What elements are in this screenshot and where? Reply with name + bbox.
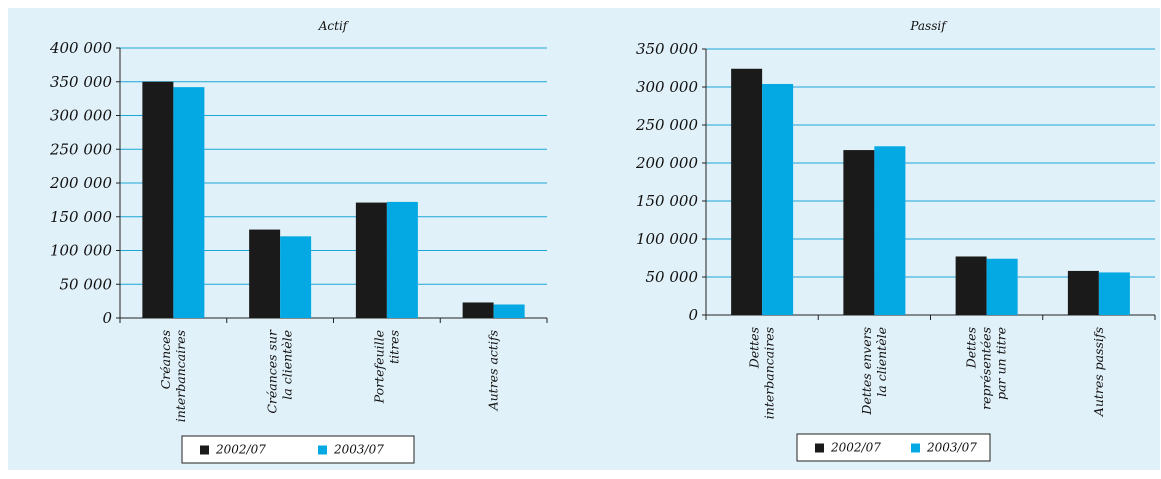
y-tick-label: 350 000 — [636, 40, 698, 58]
legend-box — [181, 435, 415, 464]
chart-title: Actif — [318, 19, 350, 33]
category-label-line: Dettes — [747, 327, 762, 369]
y-tick-label: 100 000 — [50, 242, 112, 260]
category-label-line: Créances sur — [265, 329, 280, 414]
y-tick-label: 150 000 — [636, 192, 698, 210]
legend-swatch — [911, 443, 920, 453]
category-label-line: Dettes envers — [859, 327, 874, 416]
bar-2002-07 — [731, 68, 763, 315]
bar-2003-07 — [874, 146, 906, 315]
y-tick-label: 250 000 — [49, 140, 112, 158]
y-tick-label: 150 000 — [50, 208, 112, 226]
bar-2003-07 — [173, 87, 205, 319]
y-tick-label: 0 — [688, 306, 698, 324]
y-tick-label: 100 000 — [636, 230, 698, 248]
category-label-line: par un titre — [994, 327, 1009, 400]
y-tick-label: 200 000 — [635, 154, 698, 172]
chart-title: Passif — [909, 19, 948, 33]
category-label-line: Autres actifs — [486, 330, 501, 411]
category-label-line: Portefeuille — [371, 330, 386, 404]
category-label-line: Créances — [158, 330, 173, 389]
category-label-line: Dettes — [964, 327, 979, 369]
legend: 2002/07 2003/07 — [181, 435, 415, 464]
category-label: Portefeuilletitres — [371, 330, 401, 404]
category-label: Dettesinterbancaires — [747, 327, 777, 419]
category-label-line: la clientèle — [874, 327, 889, 397]
legend-swatch — [815, 443, 824, 453]
y-tick-label: 350 000 — [50, 73, 112, 91]
category-label-line: Autres passifs — [1091, 327, 1106, 417]
category-label: Dettes enversla clientèle — [859, 327, 889, 416]
category-label-line: interbancaires — [762, 327, 777, 419]
category-label: Créancesinterbancaires — [158, 330, 188, 422]
category-label-line: titres — [386, 330, 401, 364]
legend-label: 2002/07 — [830, 441, 881, 455]
bar-2002-07 — [142, 81, 174, 318]
bar-2003-07 — [280, 236, 312, 318]
bar-2002-07 — [1067, 270, 1099, 315]
legend-label: 2003/07 — [333, 443, 384, 457]
bar-2002-07 — [355, 202, 387, 318]
chart-passif: Passif 0 50 000 100 000 150 000 200 000 250 00… — [635, 19, 1156, 462]
legend-swatch — [200, 445, 209, 455]
y-tick-label: 400 000 — [49, 39, 112, 57]
bar-2003-07 — [1098, 272, 1130, 315]
bar-2003-07 — [762, 83, 794, 316]
bar-2002-07 — [955, 256, 987, 315]
legend-box — [796, 433, 991, 462]
category-label-line: la clientèle — [280, 330, 295, 400]
legend-label: 2002/07 — [215, 443, 266, 457]
y-tick-label: 300 000 — [50, 107, 112, 125]
category-label-line: interbancaires — [173, 330, 188, 422]
bar-2003-07 — [493, 304, 525, 318]
legend-swatch — [318, 445, 327, 455]
category-label: Autres passifs — [1091, 327, 1106, 417]
y-tick-label: 200 000 — [49, 174, 112, 192]
category-label: Autres actifs — [486, 330, 501, 411]
y-tick-label: 300 000 — [636, 78, 698, 96]
y-tick-label: 250 000 — [635, 116, 698, 134]
chart-actif: Actif 0 50 000 100 000 150 000 200 000 250 000… — [49, 19, 548, 464]
bar-2003-07 — [986, 258, 1018, 315]
category-label: Créances surla clientèle — [265, 329, 295, 414]
y-tick-label: 50 000 — [60, 275, 113, 293]
y-tick-label: 0 — [102, 309, 112, 327]
legend: 2002/07 2003/07 — [796, 433, 991, 462]
category-label: Dettesreprésentéespar un titre — [964, 327, 1009, 410]
bar-2002-07 — [249, 229, 281, 318]
bar-2002-07 — [843, 150, 875, 315]
category-label-line: représentées — [979, 327, 994, 410]
legend-label: 2003/07 — [926, 441, 977, 455]
bar-2003-07 — [386, 201, 418, 318]
y-tick-label: 50 000 — [646, 268, 699, 286]
bar-2002-07 — [462, 302, 494, 318]
